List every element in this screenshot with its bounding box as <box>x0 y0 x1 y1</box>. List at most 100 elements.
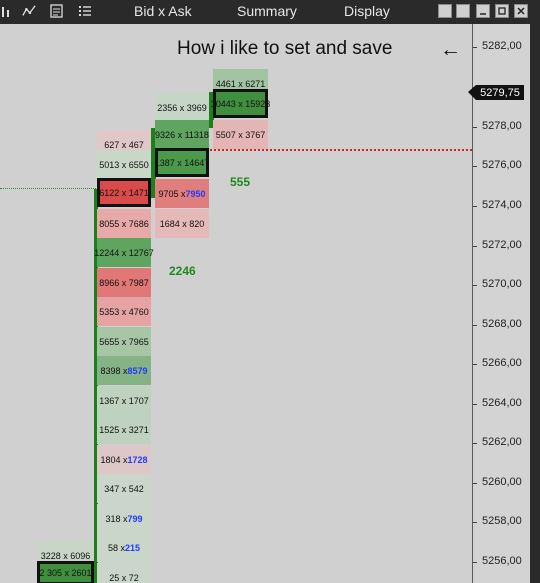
cell-text: 5655 x 7965 <box>99 336 149 347</box>
notes-icon[interactable] <box>50 4 64 18</box>
toolbar: Bid x Ask Summary Display <box>0 0 540 24</box>
price-label: 5282,00 <box>482 40 522 52</box>
current-price-marker: 5279,75 <box>476 85 524 100</box>
axis-tick <box>472 483 477 484</box>
footprint-cell: 8055 x 7686 <box>97 209 151 238</box>
axis-tick <box>472 443 477 444</box>
axis-tick <box>472 47 477 48</box>
cell-text: 627 x 467 <box>104 139 144 150</box>
cell-text: 1684 x 820 <box>159 218 205 229</box>
volume-profile-bar <box>209 92 214 128</box>
cell-text: 1525 x 3271 <box>99 424 149 435</box>
maximize-button[interactable] <box>495 4 509 18</box>
footprint-cell-highlighted: 10443 x 15923 <box>210 89 271 118</box>
tile-button[interactable] <box>438 4 452 18</box>
minimize-button[interactable] <box>476 4 490 18</box>
footprint-cell: 8398 x 8579 <box>97 356 151 385</box>
price-label: 5258,00 <box>482 515 522 527</box>
price-label: 5270,00 <box>482 278 522 290</box>
axis-tick <box>472 325 477 326</box>
column-volume-total: 555 <box>230 175 251 189</box>
footprint-chart-area[interactable]: 3228 x 6096 2 305 x 2601 627 x 467 5013 … <box>0 24 472 583</box>
axis-tick <box>472 562 477 563</box>
cell-text: 2 305 x 2601 <box>39 568 92 578</box>
tab-summary[interactable]: Summary <box>237 3 297 19</box>
footprint-cell-highlighted: 1387 x 14647 <box>155 148 209 177</box>
footprint-cell: 5353 x 4760 <box>97 297 151 326</box>
price-label: 5276,00 <box>482 159 522 171</box>
price-label: 5274,00 <box>482 199 522 211</box>
cell-text: 58 x <box>107 542 125 553</box>
annotation-title: How i like to set and save <box>177 38 393 59</box>
red-reference-line <box>210 149 472 151</box>
green-reference-line <box>0 188 100 189</box>
footprint-cell: 9326 x 11318 <box>155 120 209 149</box>
cell-text: 4461 x 6271 <box>215 78 266 89</box>
cell-bold-value: 1728 <box>127 454 148 465</box>
left-arrow-icon: ← <box>440 38 461 61</box>
cell-text: 1804 x <box>100 454 128 465</box>
axis-tick <box>472 206 477 207</box>
cell-text: 9705 x <box>158 188 186 199</box>
cell-bold-value: 8579 <box>127 365 148 376</box>
cell-text: 3228 x 6096 <box>40 550 91 561</box>
cell-text: 5507 x 3767 <box>215 129 266 140</box>
price-label: 5262,00 <box>482 436 522 448</box>
cell-text: 25 x 72 <box>109 572 139 583</box>
price-label: 5260,00 <box>482 476 522 488</box>
cell-text: 1387 x 14647 <box>154 157 210 168</box>
window-edge <box>530 24 540 583</box>
footprint-cell: 1525 x 3271 <box>97 415 151 444</box>
footprint-cell: 25 x 72 <box>97 563 151 583</box>
cell-text: 5013 x 6550 <box>99 159 149 170</box>
tab-bid-x-ask[interactable]: Bid x Ask <box>134 3 192 19</box>
cell-text: 2356 x 3969 <box>157 102 207 113</box>
cell-bold-value: 799 <box>127 513 143 524</box>
axis-tick <box>472 127 477 128</box>
footprint-cell: 5013 x 6550 <box>97 150 151 179</box>
axis-divider <box>472 24 473 583</box>
line-chart-icon[interactable] <box>22 4 36 18</box>
footprint-cell: 318 x 799 <box>97 504 151 533</box>
cell-text: 347 x 542 <box>104 483 144 494</box>
cell-text: 5353 x 4760 <box>99 306 149 317</box>
list-icon[interactable] <box>78 4 92 18</box>
axis-tick <box>472 522 477 523</box>
cell-text: 8966 x 7987 <box>99 277 149 288</box>
axis-tick <box>472 246 477 247</box>
axis-tick <box>472 166 477 167</box>
footprint-cell: 1684 x 820 <box>155 209 209 238</box>
footprint-cell: 347 x 542 <box>97 474 151 503</box>
price-label: 5256,00 <box>482 555 522 567</box>
bar-chart-icon[interactable] <box>0 4 14 18</box>
axis-tick <box>472 404 477 405</box>
tab-display[interactable]: Display <box>344 3 390 19</box>
price-axis[interactable]: 5282,00 5278,00 5276,00 5274,00 5272,00 … <box>472 24 530 583</box>
cell-text: 12244 x 12767 <box>94 247 154 258</box>
close-button[interactable] <box>514 4 528 18</box>
cell-text: 10443 x 15923 <box>210 98 271 109</box>
cell-text: 9326 x 11318 <box>155 129 209 140</box>
footprint-cell: 5655 x 7965 <box>97 327 151 356</box>
cell-bold-value: 7950 <box>185 188 206 199</box>
volume-profile-bar <box>151 128 156 198</box>
footprint-cell-highlighted: 2 305 x 2601 <box>37 561 94 583</box>
cell-text: 318 x <box>105 513 128 524</box>
cell-bold-value: 215 <box>124 542 141 553</box>
price-label: 5266,00 <box>482 357 522 369</box>
footprint-cell: 1367 x 1707 <box>97 386 151 415</box>
tile-button-2[interactable] <box>456 4 470 18</box>
volume-profile-bar <box>94 189 98 583</box>
footprint-cell: 5507 x 3767 <box>213 120 268 149</box>
price-label: 5272,00 <box>482 239 522 251</box>
cell-text: 6122 x 1471 <box>99 187 149 198</box>
price-label: 5264,00 <box>482 397 522 409</box>
current-price-pointer <box>468 85 476 100</box>
cell-text: 8398 x <box>100 365 128 376</box>
footprint-cell: 8966 x 7987 <box>97 268 151 297</box>
price-label: 5278,00 <box>482 120 522 132</box>
footprint-cell: 9705 x 7950 <box>155 179 209 208</box>
footprint-cell-highlighted: 6122 x 1471 <box>97 178 151 207</box>
footprint-cell: 58 x 215 <box>97 533 151 562</box>
cell-text: 8055 x 7686 <box>99 218 149 229</box>
